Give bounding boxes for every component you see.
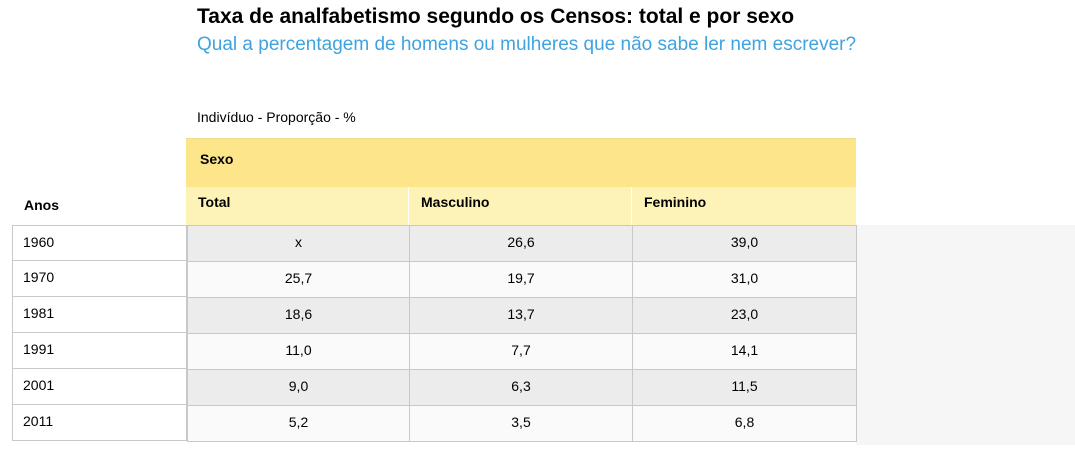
year-cell: 1981 bbox=[12, 297, 187, 333]
year-cell: 2001 bbox=[12, 369, 187, 405]
cell-total: 25,7 bbox=[187, 261, 410, 298]
cell-masculino: 6,3 bbox=[409, 369, 633, 406]
year-cell: 1991 bbox=[12, 333, 187, 369]
year-column: 1960 1970 1981 1991 2001 2011 bbox=[12, 225, 187, 441]
year-cell: 1970 bbox=[12, 261, 187, 297]
page-subtitle: Qual a percentagem de homens ou mulheres… bbox=[197, 34, 857, 55]
cell-feminino: 11,5 bbox=[632, 369, 857, 406]
cell-feminino: 23,0 bbox=[632, 297, 857, 334]
table-row: 18,6 13,7 23,0 bbox=[187, 297, 857, 334]
cell-feminino: 39,0 bbox=[632, 225, 857, 262]
group-header-sexo: Sexo bbox=[186, 138, 856, 187]
table-row: 9,0 6,3 11,5 bbox=[187, 369, 857, 406]
column-header-label: Total bbox=[198, 194, 231, 210]
cell-masculino: 19,7 bbox=[409, 261, 633, 298]
column-header-masculino: Masculino bbox=[409, 187, 632, 225]
year-cell: 1960 bbox=[12, 225, 187, 261]
table-row: 5,2 3,5 6,8 bbox=[187, 405, 857, 442]
cell-total: x bbox=[187, 225, 410, 262]
column-header-label: Masculino bbox=[421, 194, 490, 210]
cell-total: 5,2 bbox=[187, 405, 410, 442]
year-cell: 2011 bbox=[12, 405, 187, 441]
column-header-feminino: Feminino bbox=[632, 187, 856, 225]
background-panel bbox=[856, 225, 1075, 445]
cell-feminino: 31,0 bbox=[632, 261, 857, 298]
cell-feminino: 14,1 bbox=[632, 333, 857, 370]
cell-masculino: 3,5 bbox=[409, 405, 633, 442]
cell-masculino: 13,7 bbox=[409, 297, 633, 334]
cell-feminino: 6,8 bbox=[632, 405, 857, 442]
table-row: 25,7 19,7 31,0 bbox=[187, 261, 857, 298]
cell-total: 11,0 bbox=[187, 333, 410, 370]
column-header-total: Total bbox=[186, 187, 409, 225]
unit-label: Indivíduo - Proporção - % bbox=[197, 109, 356, 125]
data-table: x 26,6 39,0 25,7 19,7 31,0 18,6 13,7 23,… bbox=[187, 225, 857, 442]
column-header-label: Feminino bbox=[644, 194, 707, 210]
group-header-label: Sexo bbox=[200, 151, 234, 167]
cell-masculino: 7,7 bbox=[409, 333, 633, 370]
cell-total: 9,0 bbox=[187, 369, 410, 406]
cell-total: 18,6 bbox=[187, 297, 410, 334]
row-header-anos: Anos bbox=[24, 197, 59, 213]
cell-masculino: 26,6 bbox=[409, 225, 633, 262]
table-row: 11,0 7,7 14,1 bbox=[187, 333, 857, 370]
page-title: Taxa de analfabetismo segundo os Censos:… bbox=[197, 5, 795, 28]
table-row: x 26,6 39,0 bbox=[187, 225, 857, 262]
